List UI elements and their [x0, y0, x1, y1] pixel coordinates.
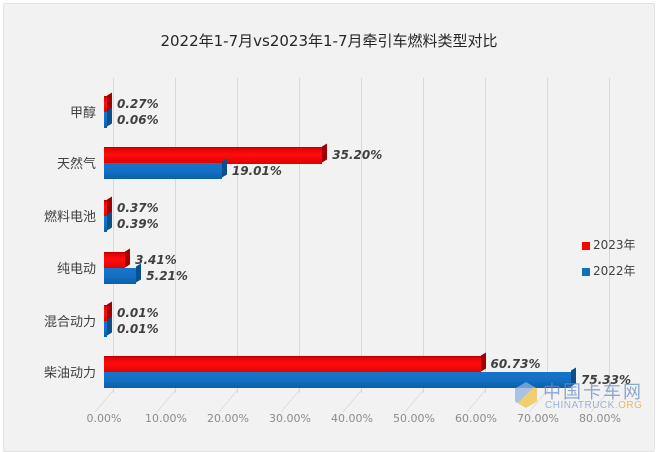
bar-depth-side [480, 352, 486, 372]
legend-item-2022: 2022年 [582, 262, 636, 279]
bar-depth-side [322, 143, 328, 163]
gridline [485, 78, 486, 393]
gridline [547, 78, 548, 393]
data-label: 60.73% [490, 357, 541, 371]
data-label: 0.37% [117, 201, 159, 215]
cube-logo-icon [515, 382, 537, 408]
gridline [361, 78, 362, 393]
data-label: 0.39% [117, 217, 159, 231]
bar-depth-side [221, 158, 227, 178]
bar-2023 [104, 92, 112, 113]
data-label: 0.01% [117, 306, 159, 320]
gridline [423, 78, 424, 393]
bar-2022 [104, 158, 227, 179]
legend-swatch-blue-icon [582, 267, 590, 276]
watermark-en: CHINATRUCK.ORG [545, 400, 643, 411]
category-label: 甲醇 [69, 106, 96, 121]
chart-title: 2022年1-7月vs2023年1-7月牵引车燃料类型对比 [160, 32, 498, 50]
watermark-logo: 中国卡车网 CHINATRUCK.ORG [515, 378, 655, 418]
category-label: 纯电动 [56, 262, 96, 277]
bar-2023 [104, 352, 486, 373]
bar-2022 [104, 367, 577, 388]
data-label: 19.01% [231, 164, 282, 178]
category-label: 混合动力 [43, 315, 96, 330]
bar-2022 [104, 263, 142, 284]
bar-depth-side [107, 211, 112, 231]
data-label: 5.21% [146, 269, 188, 283]
bar-depth-side [136, 263, 142, 283]
data-label: 0.01% [117, 322, 159, 336]
x-tick-label: 60.00% [455, 412, 497, 425]
bar-2023 [104, 301, 112, 322]
gridline [237, 78, 238, 393]
bar-2023 [104, 248, 131, 269]
legend-item-2023: 2023年 [582, 236, 636, 253]
category-label: 燃料电池 [43, 210, 96, 225]
data-label: 0.06% [117, 113, 159, 127]
legend-label: 2023年 [593, 238, 636, 252]
x-tick-label: 10.00% [145, 412, 187, 425]
x-tick-label: 80.00% [579, 412, 621, 425]
bar-2022 [104, 107, 112, 128]
x-tick-label: 50.00% [393, 412, 435, 425]
legend-label: 2022年 [593, 264, 636, 278]
x-tick-label: 30.00% [269, 412, 311, 425]
bar-depth-side [125, 248, 131, 268]
bar-2023 [104, 143, 328, 164]
bar-2022 [104, 211, 112, 232]
gridline [299, 78, 300, 393]
x-tick-label: 0.00% [86, 412, 122, 425]
data-label: 0.27% [117, 97, 159, 111]
x-tick-label: 20.00% [207, 412, 249, 425]
x-tick-label: 40.00% [331, 412, 373, 425]
bar-2023 [104, 196, 112, 217]
x-tick-label: 70.00% [517, 412, 559, 425]
gridline [113, 78, 114, 393]
bar-2022 [104, 316, 112, 337]
data-label: 75.33% [581, 373, 632, 387]
gridline [175, 78, 176, 393]
bar-depth-side [107, 107, 112, 127]
data-label: 3.41% [135, 253, 177, 267]
legend-swatch-red-icon [582, 241, 590, 250]
category-label: 柴油动力 [43, 366, 96, 381]
bar-depth-side [107, 316, 112, 336]
watermark-cn: 中国卡车网 [543, 382, 643, 403]
data-label: 35.20% [332, 148, 383, 162]
gridline [609, 78, 610, 393]
category-label: 天然气 [56, 157, 96, 172]
